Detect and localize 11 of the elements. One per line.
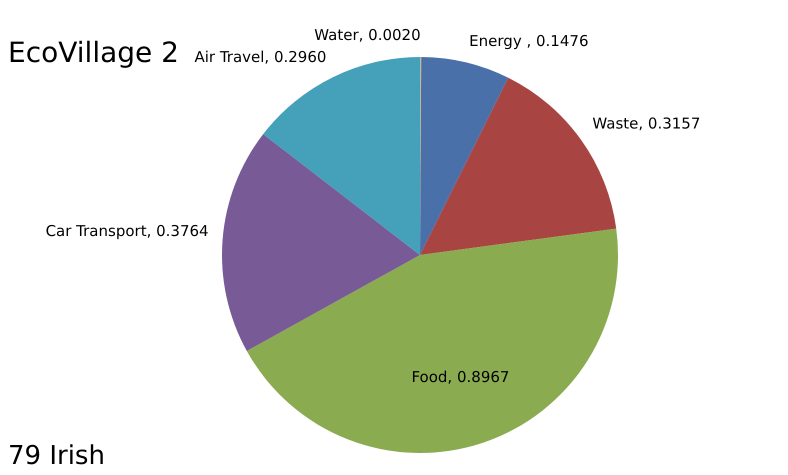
text: 79 Irish	[8, 441, 105, 471]
slice-label: Waste, 0.3157	[592, 114, 700, 133]
slice-label: Water, 0.0020	[314, 26, 421, 44]
chart-title: EcoVillage 2	[8, 36, 179, 69]
pie-slice	[420, 57, 508, 255]
slice-label: Air Travel, 0.2960	[194, 48, 326, 66]
pie-slice	[222, 134, 420, 351]
slice-label: Car Transport, 0.3764	[46, 222, 209, 240]
slice-label: Energy , 0.1476	[469, 32, 588, 50]
slice-label: Food, 0.8967	[411, 368, 510, 386]
pie-slice	[246, 228, 618, 453]
